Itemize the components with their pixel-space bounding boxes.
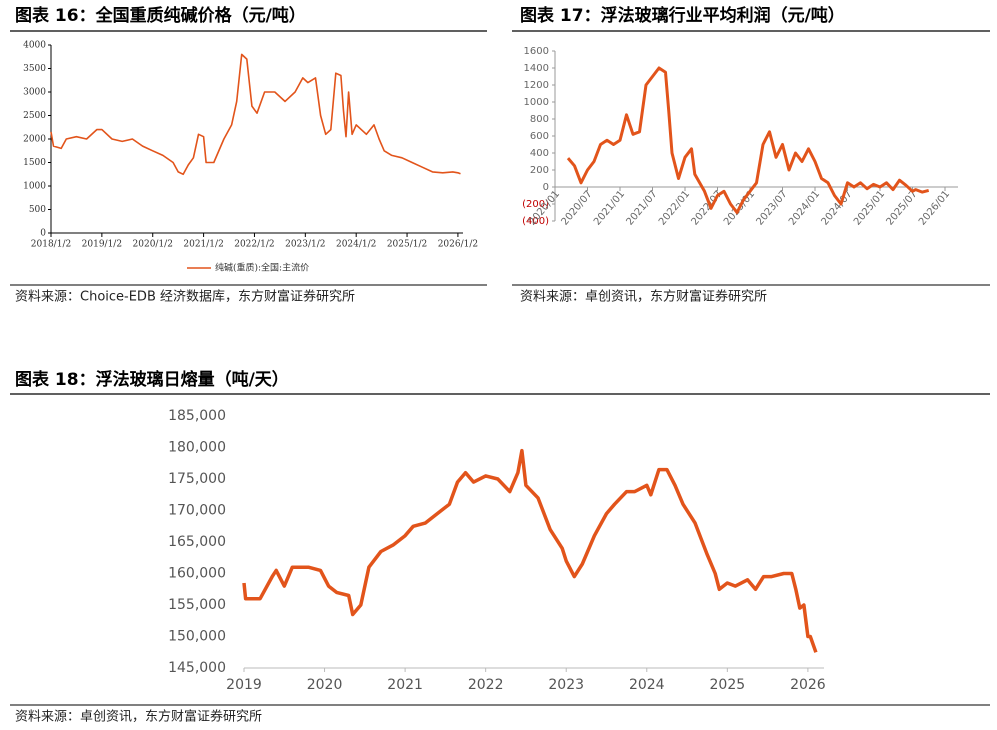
x-tick-label: 2019/1/2 xyxy=(82,240,122,250)
x-tick-label: 2022 xyxy=(468,677,504,693)
chart-title: 图表 17：浮法玻璃行业平均利润（元/吨） xyxy=(520,5,845,26)
x-tick-label: 2021/01 xyxy=(592,189,627,228)
y-tick-label: 165,000 xyxy=(168,534,226,550)
source-note: 资料来源：Choice-EDB 经济数据库，东方财富证券研究所 xyxy=(15,289,355,305)
x-tick-label: 2024 xyxy=(629,677,665,693)
x-tick-label: 2018/1/2 xyxy=(31,240,71,250)
y-tick-label: 0 xyxy=(543,182,549,193)
x-tick-label: 2020/07 xyxy=(560,189,595,228)
x-tick-label: 2024/1/2 xyxy=(336,240,376,250)
x-tick-label: 2026 xyxy=(790,677,826,693)
x-tick-label: 2025/07 xyxy=(885,189,920,228)
legend-label: 纯碱(重质):全国:主流价 xyxy=(215,262,309,274)
x-tick-label: 2023 xyxy=(548,677,584,693)
source-note: 资料来源：卓创资讯，东方财富证券研究所 xyxy=(520,289,767,305)
y-tick-label: 1200 xyxy=(524,80,549,91)
x-tick-label: 2023/1/2 xyxy=(285,240,325,250)
data-line xyxy=(566,66,930,214)
x-tick-label: 2019 xyxy=(226,677,262,693)
x-tick-label: 2024/01 xyxy=(787,189,822,228)
x-tick-label: 2020 xyxy=(307,677,343,693)
y-tick-label: 400 xyxy=(530,148,549,159)
y-tick-label: 150,000 xyxy=(168,629,226,645)
y-tick-label: 2000 xyxy=(23,135,46,145)
y-tick-label: 800 xyxy=(530,114,549,125)
y-tick-label: 185,000 xyxy=(168,408,226,424)
y-tick-label: 180,000 xyxy=(168,440,226,456)
y-tick-label: 160,000 xyxy=(168,566,226,582)
y-tick-label: 200 xyxy=(530,165,549,176)
x-tick-label: 2025/01 xyxy=(852,189,887,228)
y-tick-label: 1000 xyxy=(23,182,46,192)
y-tick-label: 1000 xyxy=(524,97,549,108)
y-tick-label: 0 xyxy=(40,229,46,239)
y-tick-label: 170,000 xyxy=(168,503,226,519)
y-tick-label: 3500 xyxy=(23,64,46,74)
x-tick-label: 2022/1/2 xyxy=(234,240,274,250)
y-tick-label: (400) xyxy=(522,216,549,227)
x-tick-label: 2021/1/2 xyxy=(183,240,223,250)
y-tick-label: 600 xyxy=(530,131,549,142)
x-tick-label: 2026/01 xyxy=(917,189,952,228)
x-tick-label: 2021 xyxy=(387,677,423,693)
chart-title: 图表 18：浮法玻璃日熔量（吨/天） xyxy=(15,369,289,390)
y-tick-label: 2500 xyxy=(23,111,46,121)
source-note: 资料来源：卓创资讯，东方财富证券研究所 xyxy=(15,709,262,725)
x-tick-label: 2026/1/2 xyxy=(438,240,478,250)
data-line xyxy=(242,448,818,653)
x-tick-label: 2025/1/2 xyxy=(387,240,427,250)
y-tick-label: 145,000 xyxy=(168,660,226,676)
y-tick-label: (200) xyxy=(522,199,549,210)
x-tick-label: 2023/07 xyxy=(755,189,790,228)
y-tick-label: 175,000 xyxy=(168,471,226,487)
x-tick-label: 2024/07 xyxy=(820,189,855,228)
data-line xyxy=(50,53,461,176)
y-tick-label: 4000 xyxy=(23,41,46,51)
y-tick-label: 155,000 xyxy=(168,597,226,613)
chart-title: 图表 16：全国重质纯碱价格（元/吨） xyxy=(15,5,306,26)
y-tick-label: 3000 xyxy=(23,88,46,98)
x-tick-label: 2025 xyxy=(710,677,746,693)
x-tick-label: 2020/1/2 xyxy=(133,240,173,250)
x-tick-label: 2021/07 xyxy=(625,189,660,228)
y-tick-label: 1600 xyxy=(524,46,549,57)
y-tick-label: 1500 xyxy=(23,158,46,168)
y-tick-label: 1400 xyxy=(524,63,549,74)
x-tick-label: 2022/01 xyxy=(657,189,692,228)
y-tick-label: 500 xyxy=(29,205,46,215)
